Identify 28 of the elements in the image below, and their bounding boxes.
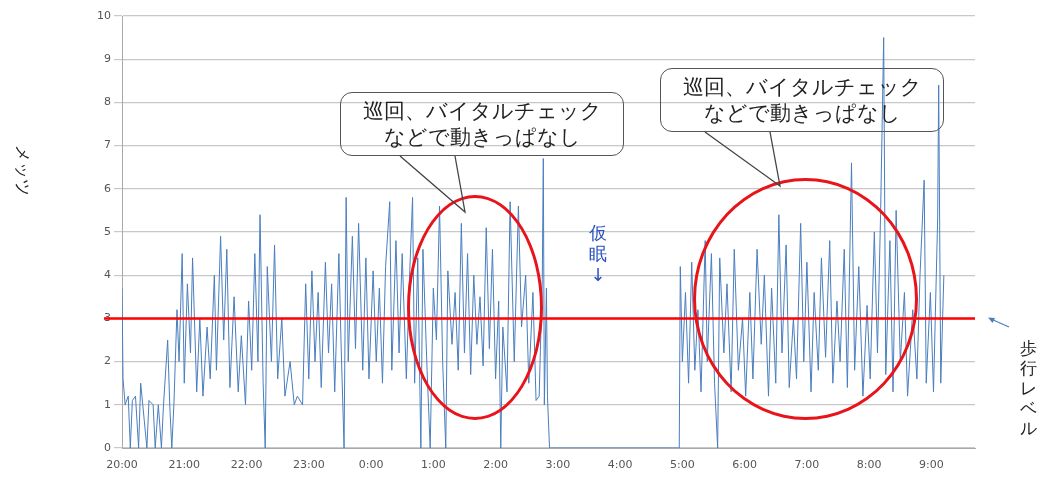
x-tick-label: 1:00 bbox=[420, 458, 446, 472]
y-axis-title: メッツ bbox=[13, 143, 33, 198]
x-tick-label: 6:00 bbox=[732, 458, 757, 472]
x-tick-label: 21:00 bbox=[168, 458, 201, 472]
x-tick-label: 0:00 bbox=[358, 458, 384, 472]
annotation: 巡回、バイタルチェックなどで動きっぱなし bbox=[340, 92, 624, 156]
x-tick-label: 9:00 bbox=[919, 458, 944, 472]
x-tick-label: 8:00 bbox=[856, 458, 882, 472]
x-tick-label: 22:00 bbox=[230, 458, 263, 472]
y-tick-label: 5 bbox=[104, 224, 111, 238]
x-tick-label: 3:00 bbox=[545, 458, 571, 472]
y-tick-label: 7 bbox=[104, 138, 111, 152]
y-tick-label: 8 bbox=[104, 95, 111, 109]
x-tick-label: 5:00 bbox=[670, 458, 695, 472]
x-tick-label: 7:00 bbox=[794, 458, 820, 472]
y-tick-label: 6 bbox=[104, 181, 111, 195]
x-tick-label: 20:00 bbox=[106, 458, 138, 472]
y-tick-label: 4 bbox=[104, 268, 111, 282]
x-tick-label: 23:00 bbox=[292, 458, 325, 472]
y-tick-label: 0 bbox=[104, 440, 111, 454]
y-tick-label: 1 bbox=[104, 397, 111, 411]
y-tick-label: 2 bbox=[104, 354, 111, 368]
annotation: 仮眠↓ bbox=[588, 222, 608, 285]
x-tick-label: 2:00 bbox=[483, 458, 508, 472]
x-tick-label: 4:00 bbox=[607, 458, 633, 472]
y-tick-label: 10 bbox=[97, 8, 111, 22]
ref-line-label: 歩行レベル bbox=[1019, 338, 1038, 439]
y-tick-label: 9 bbox=[104, 52, 111, 66]
